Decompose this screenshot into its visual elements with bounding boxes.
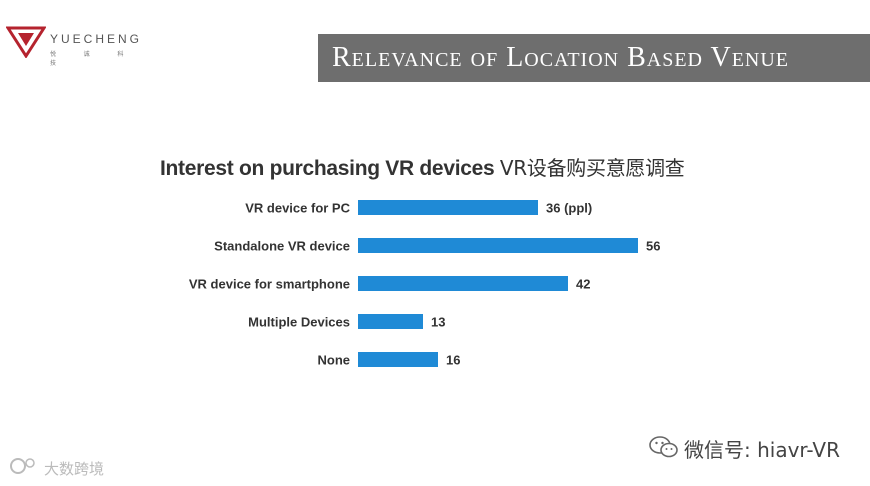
bar-chart: VR device for PC 36 (ppl) Standalone VR de… bbox=[189, 200, 660, 368]
wechat-account: 微信号: hiavr-VR bbox=[648, 434, 840, 462]
header-banner: Relevance of Location Based Venue bbox=[318, 34, 870, 82]
chart-title-cn: VR设备购买意愿调查 bbox=[499, 156, 685, 180]
company-logo: YUECHENG 悦 诚 科 技 bbox=[6, 24, 146, 67]
wechat-id: 微信号: hiavr-VR bbox=[684, 438, 840, 462]
value-label: 16 bbox=[446, 353, 460, 368]
bar bbox=[358, 352, 438, 367]
value-label: 42 bbox=[576, 277, 590, 292]
logo-mark-icon bbox=[6, 26, 46, 58]
watermark: 大数跨境 bbox=[8, 456, 104, 481]
page-title: Relevance of Location Based Venue bbox=[332, 42, 790, 73]
value-label: 13 bbox=[431, 315, 445, 330]
value-label: 56 bbox=[646, 239, 660, 254]
category-label: Multiple Devices bbox=[248, 315, 350, 330]
bar bbox=[358, 238, 638, 253]
category-label: None bbox=[318, 353, 351, 368]
logo-name: YUECHENG bbox=[50, 32, 143, 46]
category-label: VR device for smartphone bbox=[189, 277, 350, 292]
logo-subtitle: 悦 诚 科 技 bbox=[50, 52, 137, 67]
category-label: VR device for PC bbox=[245, 201, 350, 216]
chart-title: Interest on purchasing VR devices VR设备购买… bbox=[160, 152, 685, 181]
category-label: Standalone VR device bbox=[214, 239, 350, 254]
bar bbox=[358, 314, 423, 329]
value-label: 36 (ppl) bbox=[546, 201, 592, 216]
wechat-icon bbox=[649, 436, 678, 458]
watermark-logo-icon bbox=[10, 458, 35, 474]
chart-title-en: Interest on purchasing VR devices bbox=[160, 157, 495, 180]
watermark-text: 大数跨境 bbox=[44, 460, 105, 478]
bar bbox=[358, 200, 538, 215]
bar bbox=[358, 276, 568, 291]
